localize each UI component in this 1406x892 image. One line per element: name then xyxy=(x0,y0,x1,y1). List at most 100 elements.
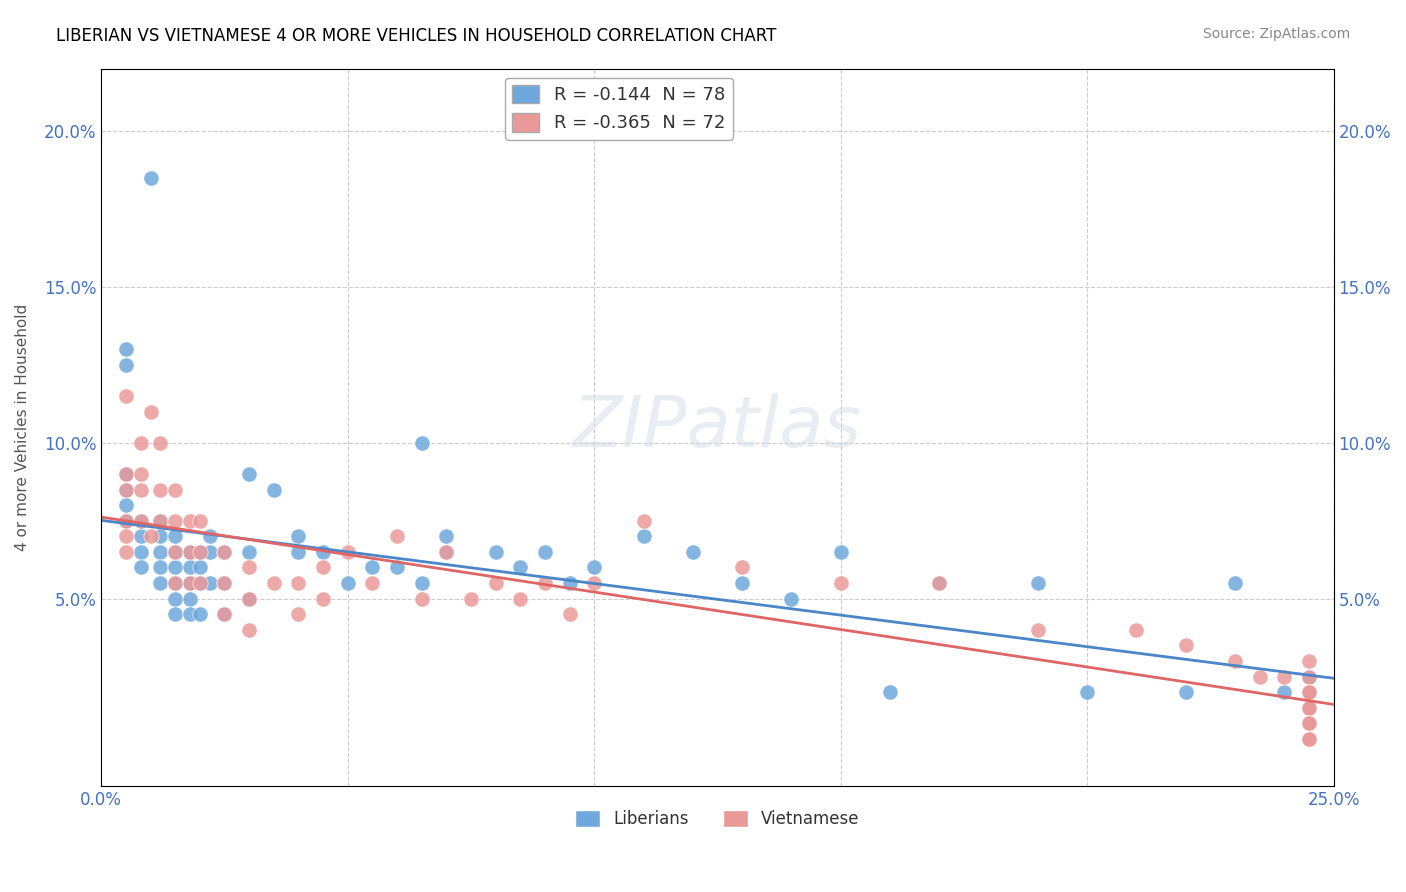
Point xyxy=(1174,639,1197,653)
Point xyxy=(1298,685,1320,699)
Point xyxy=(149,514,172,528)
Point xyxy=(238,545,260,559)
Y-axis label: 4 or more Vehicles in Household: 4 or more Vehicles in Household xyxy=(15,303,30,550)
Point xyxy=(484,576,506,591)
Point xyxy=(165,607,187,622)
Point xyxy=(879,685,901,699)
Point xyxy=(165,529,187,543)
Point xyxy=(238,467,260,481)
Text: LIBERIAN VS VIETNAMESE 4 OR MORE VEHICLES IN HOUSEHOLD CORRELATION CHART: LIBERIAN VS VIETNAMESE 4 OR MORE VEHICLE… xyxy=(56,27,776,45)
Point xyxy=(1249,670,1271,684)
Point xyxy=(287,529,309,543)
Point xyxy=(115,467,138,481)
Point xyxy=(165,560,187,574)
Point xyxy=(558,576,581,591)
Point xyxy=(1298,685,1320,699)
Point xyxy=(188,607,211,622)
Point xyxy=(238,560,260,574)
Point xyxy=(129,529,152,543)
Point xyxy=(115,467,138,481)
Point xyxy=(1298,716,1320,731)
Point xyxy=(115,514,138,528)
Point xyxy=(1026,623,1049,637)
Point xyxy=(214,576,236,591)
Point xyxy=(115,342,138,356)
Point xyxy=(534,576,557,591)
Point xyxy=(385,529,408,543)
Point xyxy=(509,591,531,606)
Point xyxy=(129,435,152,450)
Point xyxy=(1223,654,1246,668)
Point xyxy=(312,545,335,559)
Point xyxy=(460,591,482,606)
Point xyxy=(434,545,457,559)
Point xyxy=(928,576,950,591)
Point xyxy=(434,529,457,543)
Point xyxy=(149,435,172,450)
Point xyxy=(1298,685,1320,699)
Point xyxy=(115,483,138,497)
Point xyxy=(1298,685,1320,699)
Point xyxy=(1298,654,1320,668)
Point xyxy=(1125,623,1147,637)
Point xyxy=(1298,716,1320,731)
Point xyxy=(263,576,285,591)
Point xyxy=(214,607,236,622)
Point xyxy=(188,514,211,528)
Point xyxy=(179,607,201,622)
Point xyxy=(115,467,138,481)
Point xyxy=(583,576,606,591)
Point xyxy=(188,545,211,559)
Point xyxy=(149,529,172,543)
Point xyxy=(1026,576,1049,591)
Point xyxy=(263,483,285,497)
Point xyxy=(214,607,236,622)
Point xyxy=(165,514,187,528)
Point xyxy=(214,545,236,559)
Point xyxy=(1272,685,1295,699)
Point xyxy=(361,576,384,591)
Point xyxy=(214,576,236,591)
Point xyxy=(1298,716,1320,731)
Point xyxy=(214,545,236,559)
Point xyxy=(179,545,201,559)
Point xyxy=(1298,701,1320,715)
Point xyxy=(188,545,211,559)
Point xyxy=(165,591,187,606)
Point xyxy=(188,560,211,574)
Point xyxy=(129,467,152,481)
Point xyxy=(509,560,531,574)
Point xyxy=(1174,685,1197,699)
Point xyxy=(312,560,335,574)
Point xyxy=(1298,670,1320,684)
Point xyxy=(165,545,187,559)
Point xyxy=(411,435,433,450)
Point xyxy=(312,591,335,606)
Point xyxy=(534,545,557,559)
Point xyxy=(115,545,138,559)
Point xyxy=(179,576,201,591)
Point xyxy=(115,514,138,528)
Point xyxy=(165,576,187,591)
Point xyxy=(583,560,606,574)
Point xyxy=(129,545,152,559)
Point xyxy=(336,576,359,591)
Point xyxy=(115,514,138,528)
Point xyxy=(411,576,433,591)
Point xyxy=(1298,685,1320,699)
Point xyxy=(336,545,359,559)
Point xyxy=(115,483,138,497)
Point xyxy=(1223,576,1246,591)
Point xyxy=(633,514,655,528)
Point xyxy=(558,607,581,622)
Point xyxy=(238,591,260,606)
Point xyxy=(484,545,506,559)
Point xyxy=(287,607,309,622)
Point xyxy=(179,591,201,606)
Point xyxy=(115,358,138,372)
Point xyxy=(149,545,172,559)
Point xyxy=(1298,731,1320,746)
Point xyxy=(1298,685,1320,699)
Point xyxy=(115,498,138,512)
Point xyxy=(198,545,221,559)
